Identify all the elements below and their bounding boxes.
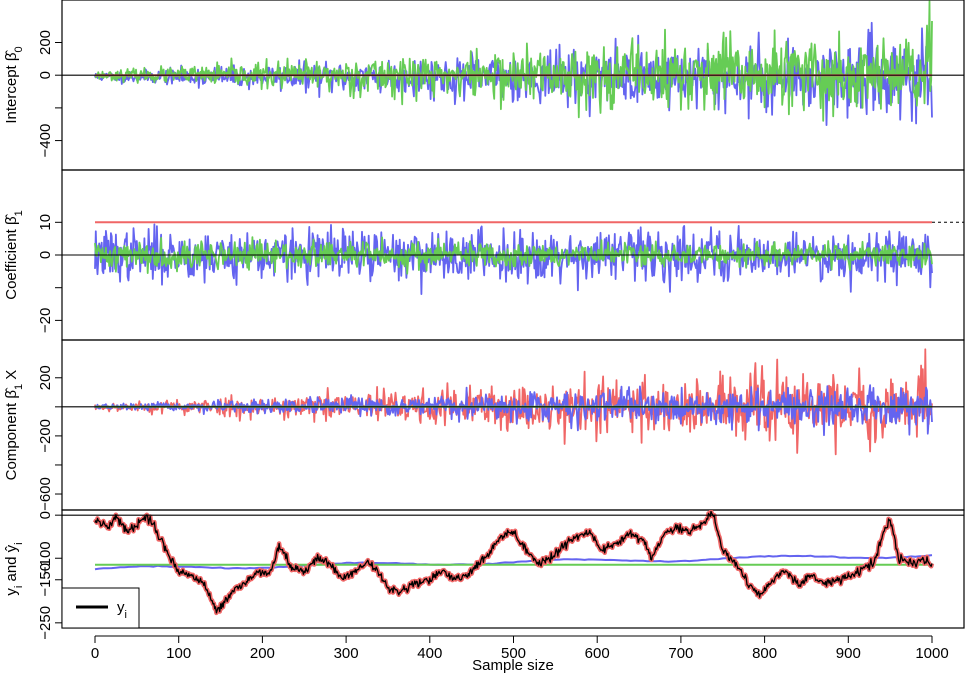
y-tick-label: −200 <box>37 419 54 453</box>
legend-label: yi <box>117 599 127 621</box>
panel-plot-area <box>94 0 933 126</box>
x-tick-label: 900 <box>836 645 861 662</box>
x-axis-label: Sample size <box>472 657 554 674</box>
x-tick-label: 100 <box>166 645 191 662</box>
y-axis-label: Coefficient β̂1 <box>3 210 25 300</box>
x-tick-label: 200 <box>250 645 275 662</box>
series-line-series2 <box>94 236 933 275</box>
y-axis-label: yi and ŷi <box>3 542 25 595</box>
panel-1: −400 0 200 Intercept β̂0 <box>3 0 965 171</box>
y-axis-label: Intercept β̂0 <box>3 46 25 123</box>
panel-3: −600 −200 200 Component β̂1 X <box>3 339 965 511</box>
panel-2: −20 0 10 Coefficient β̂1 <box>3 169 965 341</box>
y-tick-label: −250 <box>37 606 54 640</box>
panel-frame <box>61 509 965 629</box>
panel-plot-area <box>94 221 933 295</box>
series-line-series1 <box>94 384 933 437</box>
y-tick-label: −150 <box>37 563 54 597</box>
panel-plot-area <box>92 510 935 616</box>
series-line-observed <box>94 510 933 614</box>
y-tick-label: −600 <box>37 477 54 511</box>
y-tick-label: 200 <box>37 365 54 390</box>
y-tick-label: 0 <box>37 511 54 519</box>
y-tick-label: 0 <box>37 71 54 79</box>
y-axis-label: Component β̂1 X <box>3 370 25 481</box>
panel-plot-area <box>94 348 933 456</box>
x-tick-label: 500 <box>501 645 526 662</box>
panel-4: −250 −150−100 0 yi and ŷi yi <box>3 509 965 640</box>
y-tick-label: −20 <box>37 308 54 333</box>
y-tick-label: −400 <box>37 124 54 158</box>
x-tick-label: 1000 <box>915 645 948 662</box>
legend: yi <box>61 587 140 629</box>
x-tick-label: 600 <box>585 645 610 662</box>
x-tick-label: 700 <box>668 645 693 662</box>
x-axis: 0 100 200 300 400 500 600 700 800 900 1000 <box>91 635 949 662</box>
x-tick-label: 400 <box>417 645 442 662</box>
y-tick-label: −100 <box>37 541 54 575</box>
x-tick-label: 0 <box>91 645 99 662</box>
x-tick-label: 300 <box>334 645 359 662</box>
x-tick-label: 800 <box>752 645 777 662</box>
y-tick-label: 200 <box>37 30 54 55</box>
y-tick-label: 10 <box>37 214 54 231</box>
y-tick-label: 0 <box>37 251 54 259</box>
series-line-series2 <box>94 0 933 122</box>
series-line-series1 <box>94 554 933 571</box>
